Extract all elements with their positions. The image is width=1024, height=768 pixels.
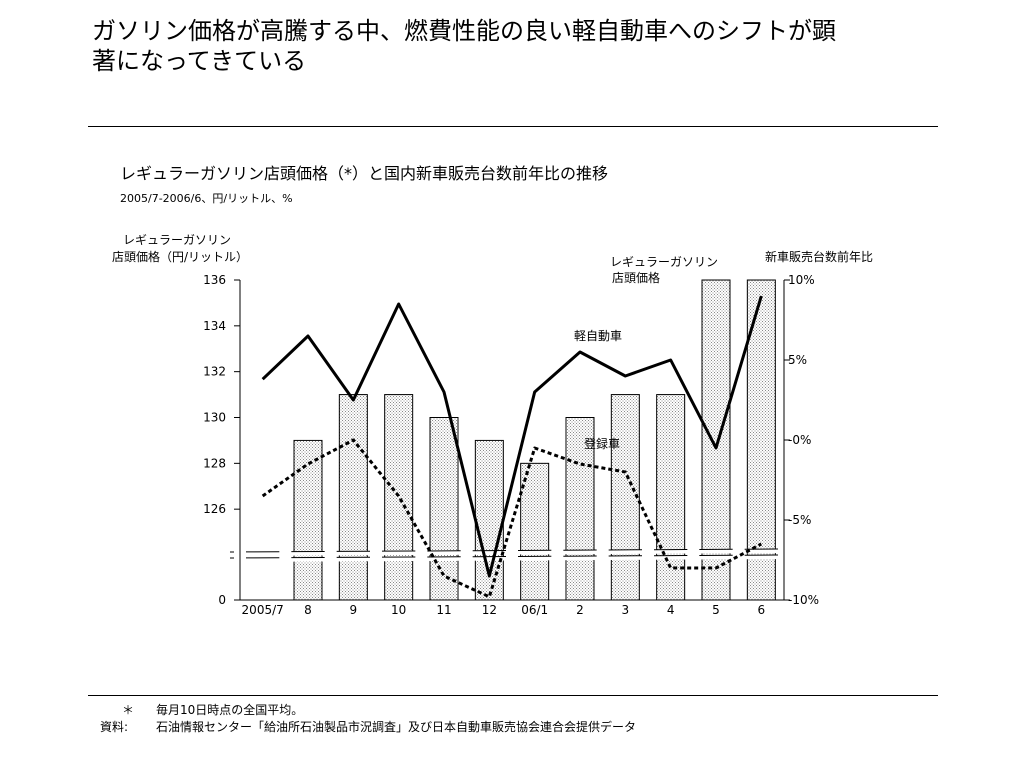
price-bar [610,394,640,601]
footnote-source-text: 石油情報センター「給油所石油製品市況調査」及び日本自動車販売協会連合会提供データ [156,720,637,734]
price-bar [293,439,323,601]
registered-line-label: 登録車 [584,436,620,451]
bar-series-label-line-1: レギュラーガソリン [610,255,718,269]
chart-title: レギュラーガソリン店頭価格（*）と国内新車販売台数前年比の推移 [120,164,609,183]
footnote-source-key: 資料: [100,720,129,734]
x-axis-tick-label: 06/1 [521,603,548,617]
footnote-star: ＊ 毎月10日時点の全国平均。 [100,702,636,719]
price-bar [565,417,595,601]
price-bar [746,279,776,601]
price-bar [520,462,550,601]
right-axis-tick-label: 5% [788,353,807,367]
right-axis-tick-label: -10% [788,593,819,607]
x-axis-tick-label: 9 [350,603,358,617]
bottom-divider [88,695,938,696]
headline-line-2: 著になってきている [92,47,307,75]
axis-break-marks [229,548,788,562]
x-axis-tick-label: 5 [712,603,720,617]
right-axis-label: 新車販売台数前年比 [765,249,873,264]
left-axis-tick-label: 126 [203,502,226,516]
right-axis-tick-label: 10% [788,273,815,287]
chart-subtitle: 2005/7-2006/6、円/リットル、% [120,192,293,205]
sales-lines [261,295,763,599]
x-axis-tick-label: 11 [436,603,451,617]
x-axis-tick-label: 3 [622,603,630,617]
x-axis-tick-label: 8 [304,603,312,617]
kei-line-label: 軽自動車 [574,329,622,343]
left-axis-tick-label: 136 [203,273,226,287]
right-axis-tick-label: -0% [788,433,811,447]
bar-series-label-line-2: 店頭価格 [612,270,660,285]
top-divider [88,126,938,127]
left-axis-tick-label: 134 [203,319,226,333]
price-bar [338,394,368,601]
x-axis-tick-label: 10 [391,603,406,617]
axis-break-gap [232,549,788,556]
axis-labels: レギュラーガソリン 店頭価格（円/リットル） 新車販売台数前年比 レギュラーガソ… [112,233,873,617]
kei-cars-line [261,295,763,578]
footnote-source: 資料: 石油情報センター「給油所石油製品市況調査」及び日本自動車販売協会連合会提… [100,719,636,736]
footnote-star-key: ＊ [122,703,135,717]
x-axis-tick-label: 2005/7 [242,603,284,617]
left-axis-tick-label: 130 [203,411,226,425]
left-axis-label-line-2: 店頭価格（円/リットル） [112,249,248,264]
left-axis-label-line-1: レギュラーガソリン [123,233,231,247]
x-axis-tick-label: 2 [576,603,584,617]
right-axis-tick-label: -5% [788,513,811,527]
x-axis-tick-label: 6 [758,603,766,617]
chart-axes [234,279,790,601]
footnote-star-text: 毎月10日時点の全国平均。 [156,703,304,717]
price-bar [701,279,731,601]
footnotes: ＊ 毎月10日時点の全国平均。 資料: 石油情報センター「給油所石油製品市況調査… [100,702,636,736]
left-axis-tick-label: 128 [203,456,226,470]
headline-line-1: ガソリン価格が高騰する中、燃費性能の良い軽自動車へのシフトが顕 [92,17,836,45]
x-axis-tick-label: 12 [482,603,497,617]
price-bar [384,394,414,601]
axis-break-gap [232,555,788,562]
price-bar [429,417,459,601]
slide-headline: ガソリン価格が高騰する中、燃費性能の良い軽自動車へのシフトが顕 著になってきてい… [92,16,932,76]
registered-cars-line [261,438,763,599]
price-bars [293,279,776,601]
left-axis-tick-label: 0 [218,593,226,607]
x-axis-tick-label: 4 [667,603,675,617]
left-axis-tick-label: 132 [203,365,226,379]
